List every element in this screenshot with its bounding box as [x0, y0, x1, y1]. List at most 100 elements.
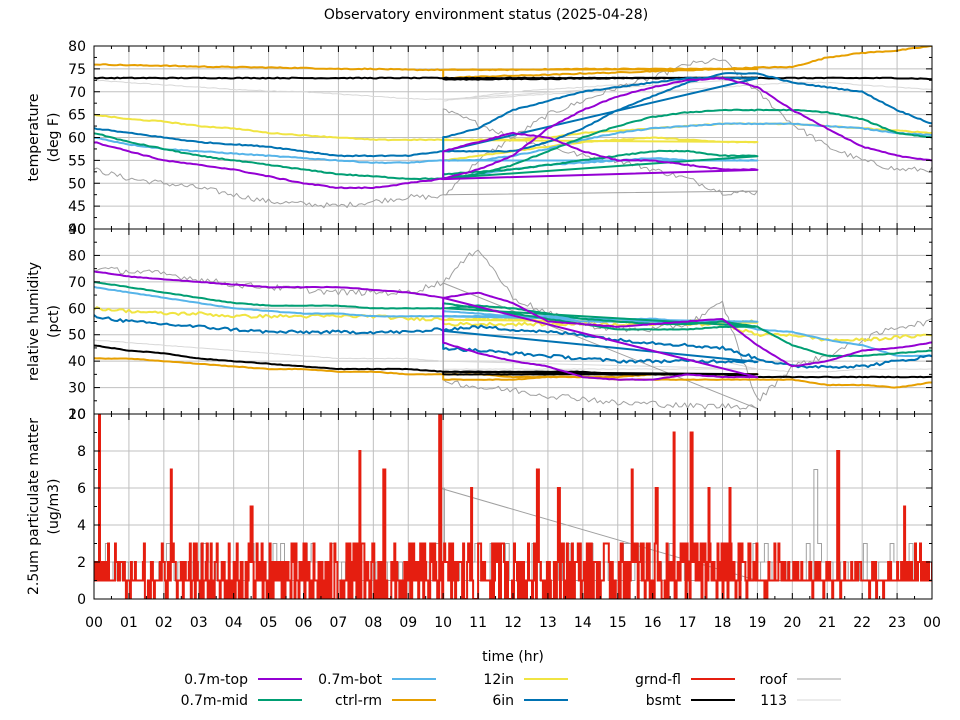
- series-line-roof-overlap: [439, 487, 758, 581]
- x-tick-label: 00: [923, 615, 941, 631]
- y-axis-label-line: (ug/m3): [46, 479, 62, 535]
- legend-label: bsmt: [646, 693, 682, 709]
- x-axis-label: time (hr): [482, 649, 544, 665]
- y-axis-label-line: (deg F): [46, 113, 62, 163]
- y-tick-label: 10: [68, 407, 86, 423]
- y-tick-label: 30: [68, 381, 86, 397]
- x-tick-label: 07: [330, 615, 348, 631]
- series-group: [94, 249, 932, 410]
- y-axis-label: 2.5um particulate matter (ug/m3): [26, 418, 62, 595]
- y-tick-label: 80: [68, 39, 86, 55]
- y-tick-label: 0: [77, 592, 86, 608]
- y-tick-label: 65: [68, 108, 86, 124]
- y-tick-label: 20: [68, 407, 86, 423]
- legend-label: ctrl-rm: [335, 693, 382, 709]
- series-line-0.7m-mid: [94, 108, 932, 181]
- series-line-6in: [94, 72, 932, 158]
- x-tick-label: 22: [853, 615, 871, 631]
- y-axis-label-line: temperature: [26, 94, 42, 182]
- x-tick-label: 14: [574, 615, 592, 631]
- legend-item-0.7m-mid: 0.7m-mid: [181, 693, 302, 709]
- y-tick-label: 80: [68, 248, 86, 264]
- legend-label: 6in: [492, 693, 514, 709]
- series-line-bsmt: [94, 76, 932, 81]
- series-line-0.7m-top: [94, 77, 932, 190]
- y-tick-label: 6: [77, 481, 86, 497]
- legend-label: 12in: [483, 672, 514, 688]
- legend-item-0.7m-bot: 0.7m-bot: [318, 672, 436, 688]
- legend-label: grnd-fl: [635, 672, 681, 688]
- x-tick-label: 00: [85, 615, 103, 631]
- panel-particulate: 0 2 4 6 8 10 2.5um particulate matter (ug/m3): [26, 407, 933, 608]
- x-tick-label: 05: [260, 615, 278, 631]
- x-tick-label: 20: [783, 615, 801, 631]
- series-line-113: [94, 339, 932, 373]
- y-tick-label: 70: [68, 275, 86, 291]
- y-axis-label-line: (pct): [46, 305, 62, 338]
- x-tick-label: 09: [399, 615, 417, 631]
- x-tick-label: 02: [155, 615, 173, 631]
- legend-item-bsmt: bsmt: [646, 693, 735, 709]
- series-group: [94, 414, 932, 599]
- x-tick-label: 16: [644, 615, 662, 631]
- y-axis-label: temperature (deg F): [26, 94, 62, 182]
- x-tick-label: 01: [120, 615, 138, 631]
- x-tick-label: 19: [749, 615, 767, 631]
- x-tick-label: 04: [225, 615, 243, 631]
- x-tick-label: 21: [818, 615, 836, 631]
- chart-title: Observatory environment status (2025-04-…: [324, 7, 648, 23]
- legend-item-0.7m-top: 0.7m-top: [184, 672, 302, 688]
- y-tick-label: 70: [68, 85, 86, 101]
- y-axis-label-line: relative humidity: [26, 262, 42, 381]
- legend-label: 0.7m-top: [184, 672, 248, 688]
- y-tick-label: 50: [68, 328, 86, 344]
- x-tick-label: 23: [888, 615, 906, 631]
- y-tick-label: 90: [68, 222, 86, 238]
- y-axis-label: relative humidity (pct): [26, 262, 62, 381]
- x-tick-label: 08: [364, 615, 382, 631]
- series-line-grnd-fl: [94, 414, 932, 599]
- y-tick-label: 75: [68, 62, 86, 78]
- y-tick-label: 45: [68, 199, 86, 215]
- x-tick-label: 18: [714, 615, 732, 631]
- series-line-113: [94, 77, 932, 102]
- legend-label: 0.7m-bot: [318, 672, 382, 688]
- legend-item-6in: 6in: [492, 693, 568, 709]
- x-tick-label: 10: [434, 615, 452, 631]
- legend-item-roof: roof: [759, 672, 841, 688]
- legend-item-12in: 12in: [483, 672, 568, 688]
- x-tick-label: 06: [295, 615, 313, 631]
- x-tick-label: 13: [539, 615, 557, 631]
- panel-temperature: 40 45 50 55 60 65 70 75 80 temperature (deg F): [26, 39, 933, 238]
- y-tick-label: 50: [68, 176, 86, 192]
- y-tick-label: 4: [77, 518, 86, 534]
- legend-item-grnd-fl: grnd-fl: [635, 672, 735, 688]
- x-tick-label: 11: [469, 615, 487, 631]
- series-line-6in: [94, 314, 932, 369]
- y-axis-label-line: 2.5um particulate matter: [26, 418, 42, 595]
- legend-label: 0.7m-mid: [181, 693, 248, 709]
- series-line-ctrl-rm: [94, 46, 932, 79]
- series-line-bsmt: [94, 344, 932, 379]
- x-axis: 00 01 02 03 04 05 06 07 08 09 10 11 12 13 14 15 16 17 18 19…: [85, 615, 941, 631]
- legend-label: 113: [760, 693, 787, 709]
- series-line-0.7m-bot: [94, 122, 932, 180]
- y-tick-label: 60: [68, 301, 86, 317]
- series-line-0.7m-mid: [94, 281, 932, 358]
- legend-label: roof: [759, 672, 788, 688]
- y-tick-label: 40: [68, 354, 86, 370]
- y-tick-label: 2: [77, 555, 86, 571]
- x-tick-label: 12: [504, 615, 522, 631]
- legend: 0.7m-top 0.7m-mid 0.7m-bot ctrl-rm 12in 6in gr…: [181, 672, 841, 709]
- x-tick-label: 15: [609, 615, 627, 631]
- legend-item-ctrl-rm: ctrl-rm: [335, 693, 436, 709]
- x-tick-label: 03: [190, 615, 208, 631]
- y-tick-label: 8: [77, 444, 86, 460]
- series-line-0.7m-top: [94, 270, 932, 381]
- y-tick-label: 40: [68, 222, 86, 238]
- series-group: [94, 46, 932, 209]
- panel-relative-humidity: 20 30 40 50 60 70 80 90 relative humidity (pct): [26, 222, 933, 423]
- y-tick-label: 55: [68, 153, 86, 169]
